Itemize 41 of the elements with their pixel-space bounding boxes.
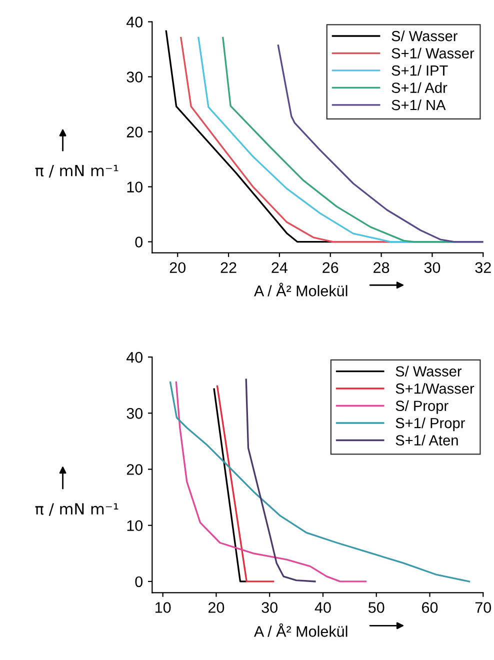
x-tick-label: 28 xyxy=(374,262,390,274)
x-axis-title: A / Å² Molekül xyxy=(254,623,348,637)
x-tick-label: 24 xyxy=(272,262,288,273)
y-tick-label: 10 xyxy=(127,182,143,192)
x-tick-label: 26 xyxy=(322,262,338,274)
y-tick-label: 0 xyxy=(135,236,143,248)
x-tick-label: 20 xyxy=(170,262,186,274)
line-series xyxy=(245,378,316,582)
legend-label: S/ Wasser xyxy=(396,366,462,377)
y-tick-label: 20 xyxy=(126,126,143,138)
x-axis-title: A / Å² Molekül xyxy=(254,282,348,296)
legend-label: S+1/ NA xyxy=(392,99,446,110)
y-tick-label: 10 xyxy=(127,520,143,532)
legend-label: S/ Wasser xyxy=(392,30,458,42)
x-tick-label: 30 xyxy=(424,262,440,274)
legend-label: S+1/ Aten xyxy=(396,434,458,446)
x-tick-label: 40 xyxy=(314,602,331,613)
line-series xyxy=(175,381,367,582)
y-tick-label: 40 xyxy=(126,16,143,28)
y-tick-label: 20 xyxy=(126,464,143,475)
y-axis-title: π / mN m⁻¹ xyxy=(35,503,118,516)
y-tick-label: 30 xyxy=(126,72,143,82)
line-series xyxy=(277,44,484,243)
y-tick-label: 0 xyxy=(135,576,143,588)
legend-label: S/ Propr xyxy=(396,400,448,414)
legend-label: S+1/ Wasser xyxy=(392,48,474,58)
legend-label: S+1/ IPT xyxy=(392,65,448,76)
x-tick-label: 70 xyxy=(475,602,492,613)
legend-label: S+1/ Adr xyxy=(392,82,448,93)
x-tick-label: 50 xyxy=(368,602,384,613)
legend-label: S+1/Wasser xyxy=(396,383,474,394)
x-tick-label: 20 xyxy=(208,602,224,613)
x-tick-label: 30 xyxy=(262,602,278,613)
x-tick-label: 22 xyxy=(220,262,236,273)
legend-label: S+1/ Propr xyxy=(396,418,465,432)
y-tick-label: 30 xyxy=(126,408,143,419)
x-tick-label: 10 xyxy=(156,602,171,613)
x-tick-label: 32 xyxy=(475,262,491,274)
y-axis-title: π / mN m⁻¹ xyxy=(35,164,118,178)
y-tick-label: 40 xyxy=(126,352,143,363)
x-tick-label: 60 xyxy=(422,602,438,613)
